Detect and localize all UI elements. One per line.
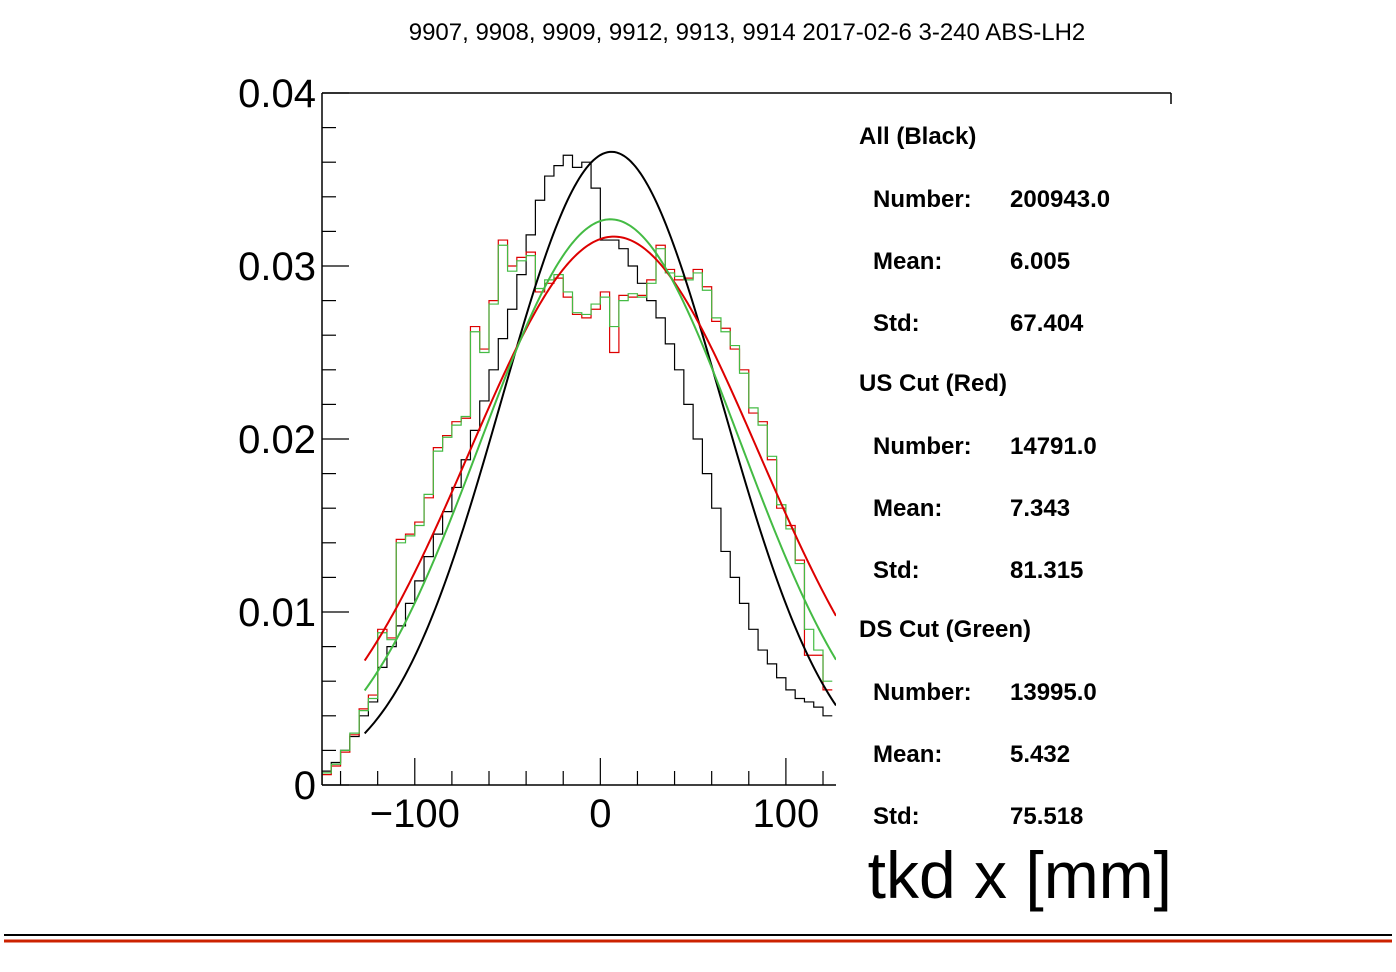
stats-row-label: Std: xyxy=(873,310,920,337)
stats-row-value: 7.343 xyxy=(1010,495,1070,522)
x-tick-label: 100 xyxy=(753,792,820,836)
y-tick-label: 0.04 xyxy=(238,72,316,116)
stats-row-value: 14791.0 xyxy=(1010,433,1097,460)
y-tick-label: 0.01 xyxy=(238,591,316,635)
stats-heading: DS Cut (Green) xyxy=(859,616,1031,643)
x-axis-label: tkd x [mm] xyxy=(868,838,1172,912)
stats-row-value: 6.005 xyxy=(1010,248,1070,275)
stats-row-label: Std: xyxy=(873,557,920,584)
stats-box: All (Black) Number: 200943.0 Mean: 6.005 Std:… xyxy=(859,123,1110,830)
stats-row-label: Mean: xyxy=(873,741,942,768)
stats-row-label: Number: xyxy=(873,186,972,213)
stats-row-label: Mean: xyxy=(873,248,942,275)
chart-title: 9907, 9908, 9909, 9912, 9913, 9914 2017-… xyxy=(409,19,1086,46)
stats-row-label: Number: xyxy=(873,433,972,460)
stats-row-label: Std: xyxy=(873,803,920,830)
stats-row-value: 81.315 xyxy=(1010,557,1083,584)
y-tick-label: 0.02 xyxy=(238,418,316,462)
fit-curve-1 xyxy=(363,235,836,662)
stats-row-label: Number: xyxy=(873,679,972,706)
plot-area xyxy=(322,150,836,785)
stats-row-value: 13995.0 xyxy=(1010,679,1097,706)
stats-row-value: 200943.0 xyxy=(1010,186,1110,213)
axes: 0 0.01 0.02 0.03 0.04 −100 0 100 xyxy=(238,72,836,836)
stats-row-value: 5.432 xyxy=(1010,741,1070,768)
histogram-series-2 xyxy=(322,244,833,785)
y-tick-label: 0 xyxy=(294,764,316,808)
stats-row-label: Mean: xyxy=(873,495,942,522)
stats-heading: US Cut (Red) xyxy=(859,370,1007,397)
histogram-series-0 xyxy=(322,154,833,785)
fit-curve-2 xyxy=(363,218,836,692)
x-tick-label: −100 xyxy=(370,792,460,836)
x-tick-label: 0 xyxy=(589,792,611,836)
histogram-series-1 xyxy=(322,239,833,785)
stats-heading: All (Black) xyxy=(859,123,976,150)
stats-row-value: 67.404 xyxy=(1010,310,1084,337)
fit-curve-0 xyxy=(363,150,836,735)
y-tick-label: 0.03 xyxy=(238,245,316,289)
stats-row-value: 75.518 xyxy=(1010,803,1083,830)
